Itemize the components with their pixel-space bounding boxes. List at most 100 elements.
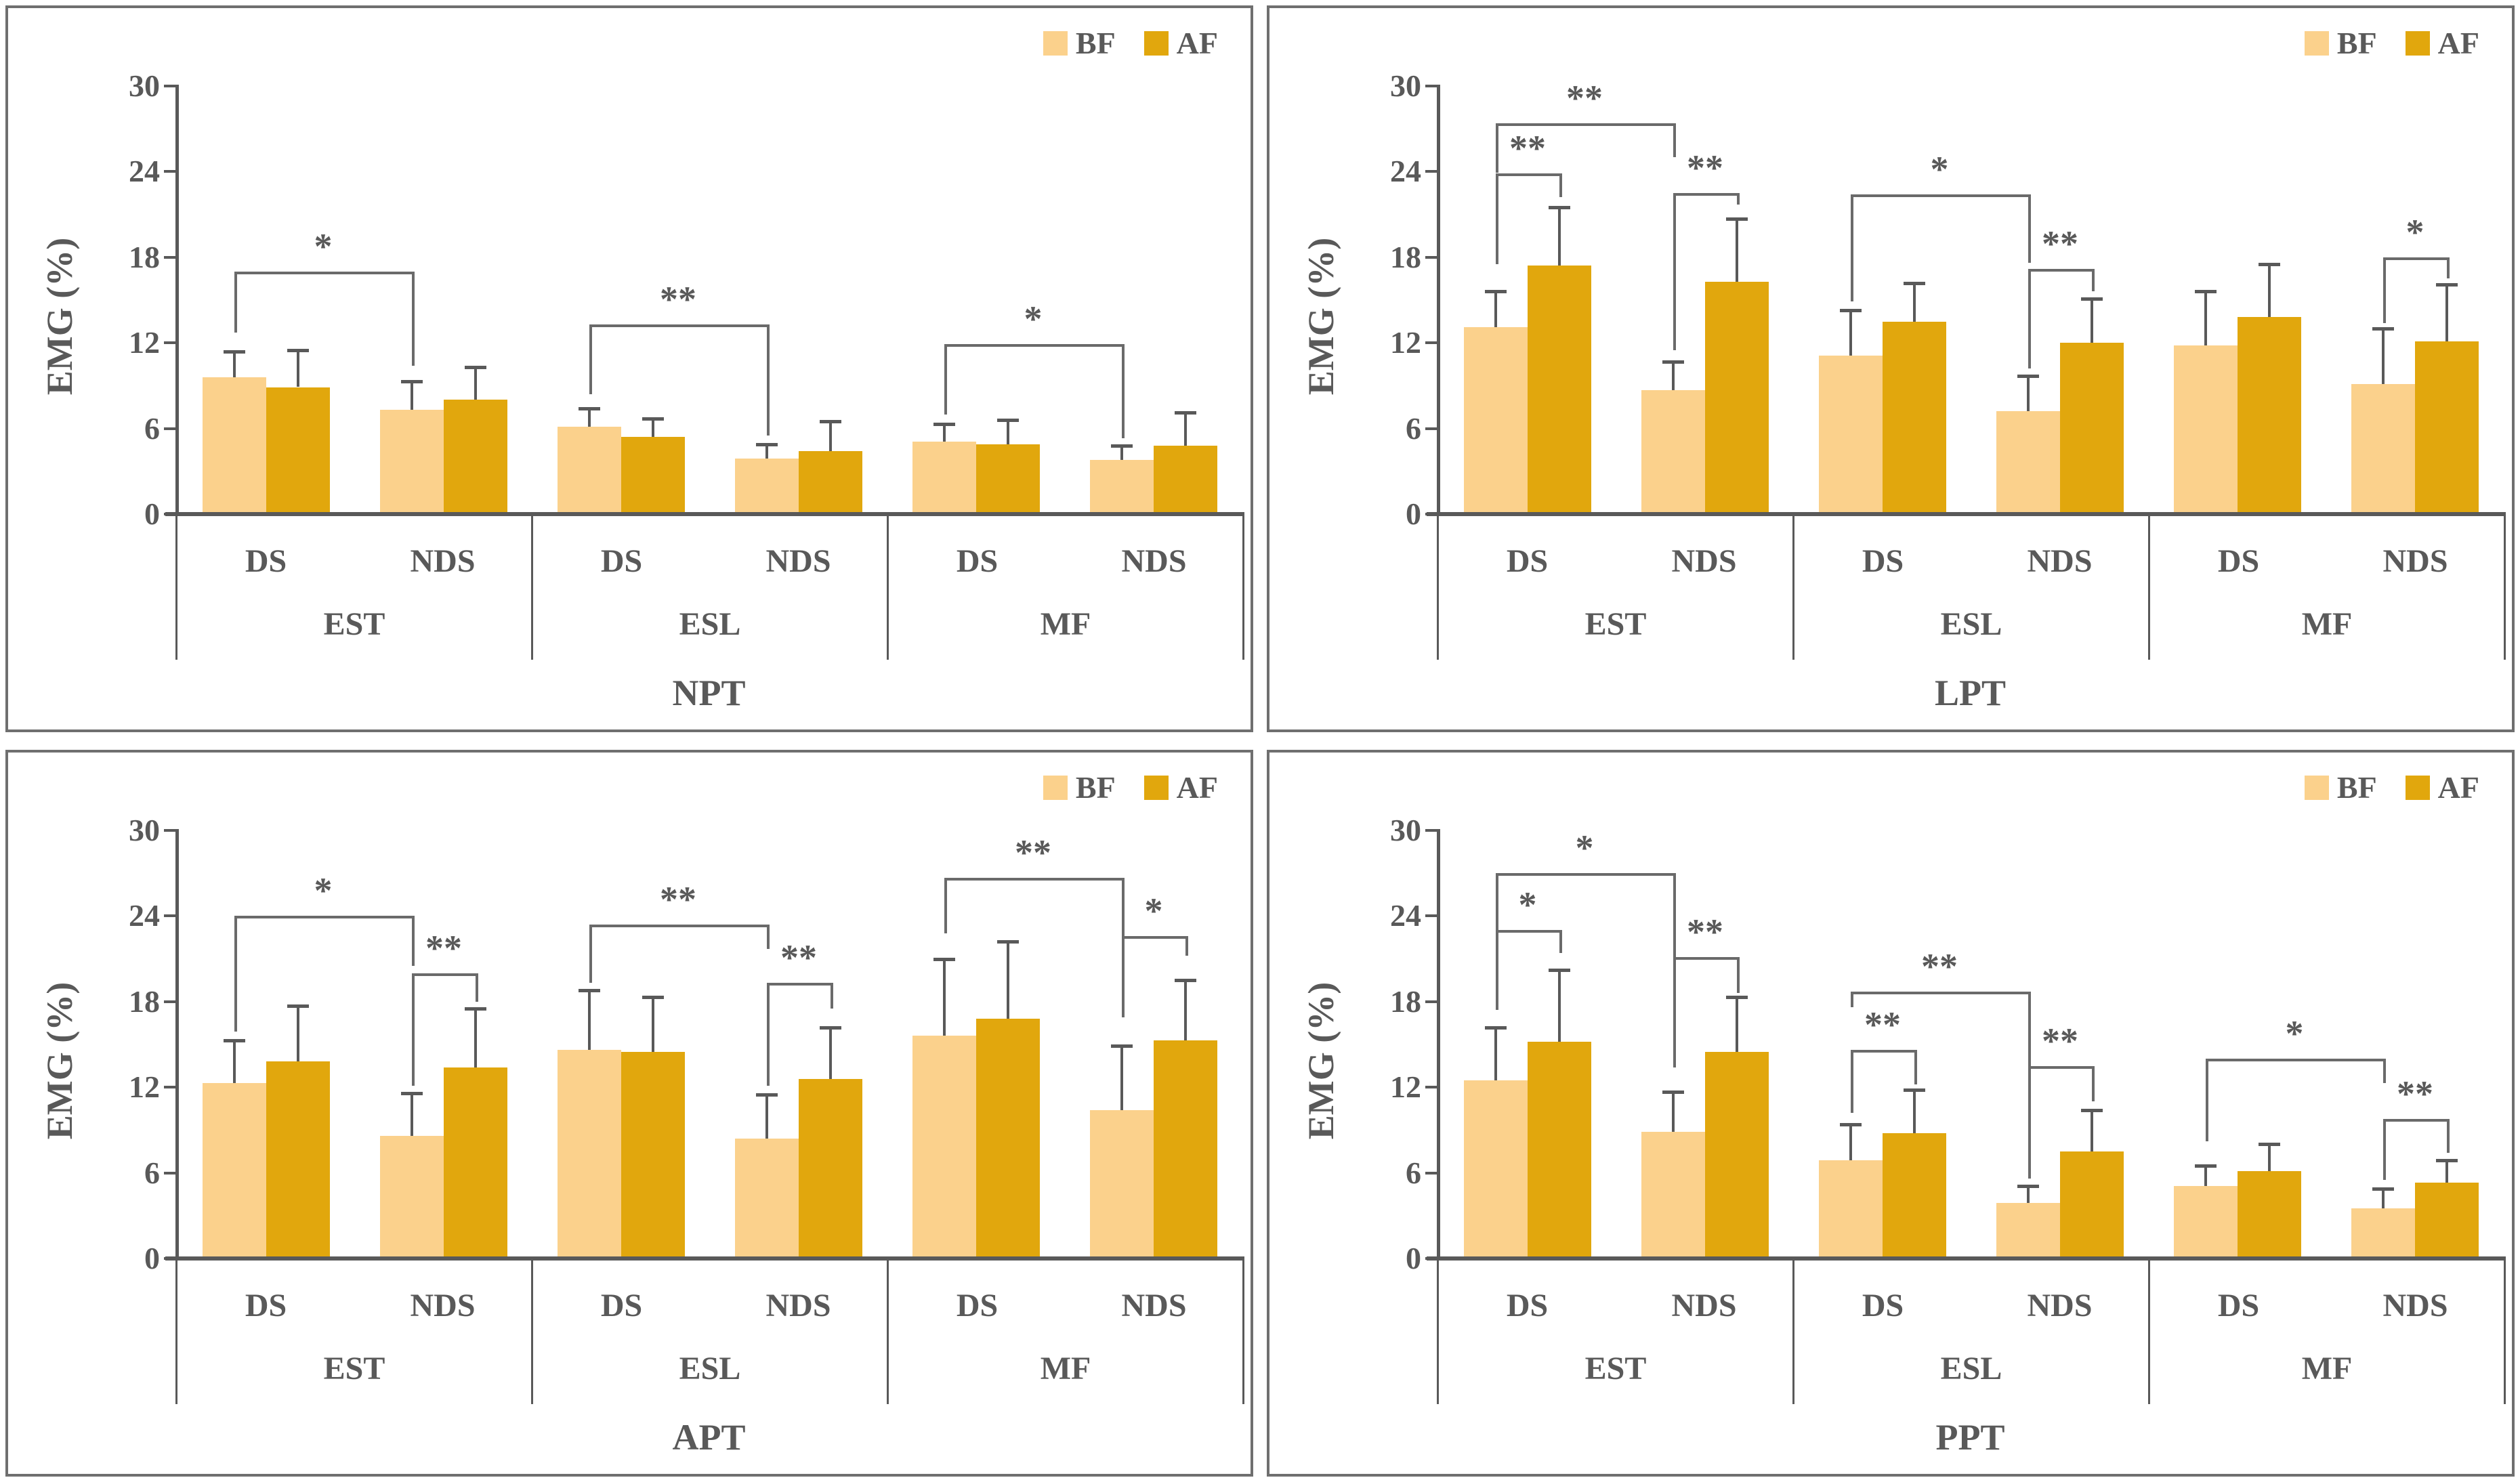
bar-esl-nds-bf (735, 458, 799, 515)
y-tick-mark (164, 427, 177, 430)
error-bar-line (652, 418, 654, 438)
group-cell-est: DS NDS EST (1437, 514, 1792, 660)
significance-bracket-line (2383, 1118, 2450, 1122)
group-cell-esl: DS NDS ESL (1792, 514, 2148, 660)
error-bar-line (411, 1093, 413, 1136)
significance-label: ** (2042, 1020, 2078, 1061)
error-bar-line (2204, 1166, 2207, 1186)
error-bar-line (1184, 980, 1187, 1040)
bar-est-nds-af (1705, 1051, 1769, 1260)
subgroup-label-ds: DS (1862, 1288, 1904, 1324)
bar-mf-ds-af (2238, 1171, 2301, 1260)
error-bar-cap (1662, 360, 1684, 364)
significance-bracket-drop (1851, 1050, 1853, 1114)
chart-panel-npt: BF AF EMG (%) 0 6 12 18 24 30 * ** * DS NDS EST DS NDS ES… (5, 5, 1253, 732)
significance-bracket-line (1851, 194, 2031, 198)
error-bar-cap (1549, 206, 1570, 210)
error-bar-line (1120, 1046, 1123, 1110)
legend-label-af: AF (1176, 770, 1218, 805)
error-bar-cap (579, 407, 600, 411)
y-tick-mark (164, 84, 177, 87)
error-bar-cap (2372, 1187, 2394, 1191)
y-tick-mark (1425, 1000, 1439, 1003)
panel-title: LPT (1934, 673, 2007, 713)
subgroup-row: DS NDS (2150, 1258, 2504, 1330)
significance-bracket-line (767, 983, 833, 986)
bar-esl-nds-bf (735, 1139, 799, 1260)
error-bar-line (2268, 264, 2271, 318)
significance-bracket-line (2028, 268, 2095, 272)
bar-mf-nds-af (1154, 1040, 1217, 1260)
significance-bracket-drop (1496, 873, 1498, 931)
significance-bracket-line (2206, 1059, 2386, 1062)
bar-esl-nds-bf (1996, 1202, 2060, 1260)
y-tick-label: 6 (1406, 410, 1421, 446)
group-cell-mf: DS NDS MF (2148, 1258, 2506, 1404)
significance-bracket-drop (944, 344, 947, 415)
error-bar-cap (1485, 1025, 1507, 1030)
legend-swatch-bf-icon (2304, 31, 2329, 56)
significance-bracket-drop (2447, 257, 2450, 279)
significance-bracket-line (1496, 173, 1562, 176)
y-tick-mark (164, 170, 177, 173)
subgroup-row: DS NDS (1439, 514, 1792, 585)
y-tick-label: 12 (1390, 325, 1421, 360)
significance-bracket-drop (831, 983, 833, 1009)
subgroup-label-ds: DS (245, 543, 287, 579)
error-bar-line (2027, 1185, 2030, 1203)
subgroup-label-ds: DS (245, 1288, 287, 1324)
group-cell-esl: DS NDS ESL (1792, 1258, 2148, 1404)
error-bar-cap (1175, 411, 1196, 415)
error-bar-line (2445, 1160, 2448, 1183)
significance-bracket-drop (476, 973, 478, 1002)
group-cell-est: DS NDS EST (175, 1258, 531, 1404)
chart-panel-apt: BF AF EMG (%) 0 6 12 18 24 30 * ** ** ** ** * DS NDS EST D… (5, 750, 1253, 1477)
error-bar-cap (465, 366, 486, 369)
significance-bracket-drop (412, 916, 415, 967)
group-label-esl: ESL (679, 1351, 741, 1386)
y-tick-label: 12 (1390, 1070, 1421, 1105)
significance-label: ** (660, 278, 696, 320)
y-tick-mark (1425, 427, 1439, 430)
y-tick-label: 0 (1406, 1241, 1421, 1275)
y-tick-mark (164, 1086, 177, 1089)
y-axis-title: EMG (%) (1301, 981, 1341, 1140)
category-table: DS NDS EST DS NDS ESL DS NDS MF (1437, 514, 2506, 660)
error-bar-cap (1111, 1044, 1133, 1049)
bar-est-nds-bf (1641, 1131, 1705, 1260)
error-bar-line (1558, 207, 1561, 266)
error-bar-cap (2436, 282, 2458, 287)
legend-item-bf: BF (2304, 28, 2377, 59)
error-bar-cap (756, 1093, 778, 1097)
error-bar-cap (2017, 374, 2039, 378)
subgroup-label-ds: DS (600, 543, 643, 579)
error-bar-cap (642, 417, 664, 421)
error-bar-line (1736, 218, 1738, 282)
significance-label: ** (1687, 912, 1723, 953)
error-bar-line (765, 1094, 768, 1139)
bar-esl-nds-af (2060, 1151, 2124, 1260)
legend: BF AF (2304, 772, 2479, 803)
error-bar-line (1007, 419, 1009, 444)
significance-bracket-drop (234, 271, 237, 333)
significance-label: ** (425, 927, 462, 969)
y-tick-label: 24 (129, 898, 160, 933)
subgroup-row: DS NDS (889, 1258, 1242, 1330)
subgroup-label-ds: DS (1506, 543, 1549, 579)
significance-label: ** (2397, 1073, 2433, 1114)
significance-bracket-drop (944, 877, 947, 933)
y-tick-mark (164, 1171, 177, 1174)
bar-esl-ds-af (621, 1051, 685, 1260)
bar-mf-ds-bf (912, 441, 976, 515)
significance-label: * (2285, 1013, 2304, 1055)
y-tick-label: 0 (144, 1241, 160, 1275)
significance-label: * (1575, 828, 1594, 869)
significance-label: ** (2042, 223, 2078, 264)
panel-title: APT (672, 1417, 746, 1458)
subgroup-label-nds: NDS (2382, 1288, 2448, 1324)
bar-esl-ds-af (621, 437, 685, 515)
significance-bracket-drop (412, 271, 415, 366)
significance-bracket-drop (1851, 194, 1853, 302)
error-bar-cap (1662, 1090, 1684, 1094)
